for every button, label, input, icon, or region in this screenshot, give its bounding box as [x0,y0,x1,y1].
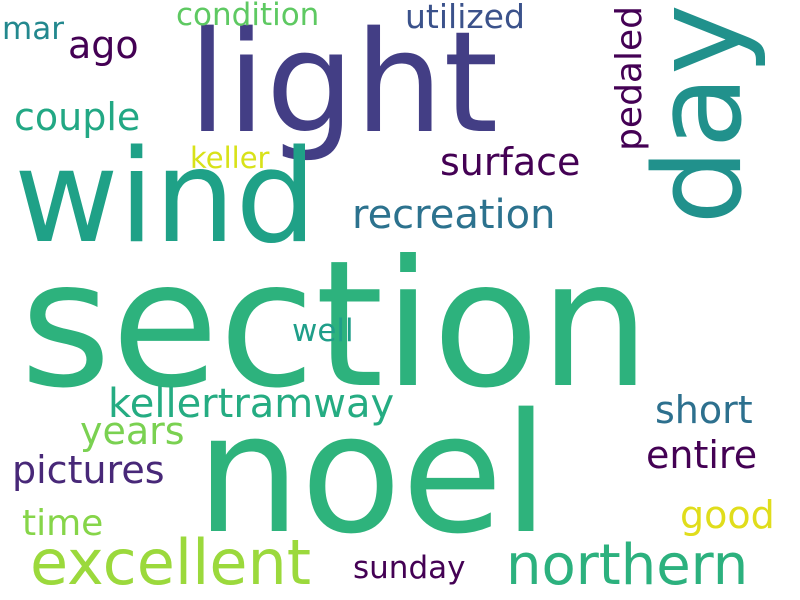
word-noel: noel [196,378,549,570]
word-kellertramway: kellertramway [108,381,395,427]
word-entire: entire [646,433,758,477]
word-time: time [22,503,104,544]
word-recreation: recreation [352,192,556,238]
word-light: light [188,2,499,165]
word-mar: mar [2,11,64,47]
word-good: good [680,493,775,537]
word-section: section [20,224,651,427]
word-northern: northern [506,533,749,598]
word-excellent: excellent [30,526,312,599]
word-pictures: pictures [12,448,165,492]
word-ago: ago [68,23,139,67]
word-keller: keller [190,141,270,175]
word-years: years [80,409,185,453]
word-wind: wind [14,123,317,272]
word-well: well [292,313,354,349]
word-day: day [630,4,769,225]
word-couple: couple [14,95,141,139]
word-pedaled: pedaled [609,6,650,151]
word-condition: condition [176,0,320,33]
word-utilized: utilized [405,0,525,36]
word-surface: surface [440,140,581,184]
word-sunday: sunday [353,550,466,586]
word-short: short [655,388,753,432]
